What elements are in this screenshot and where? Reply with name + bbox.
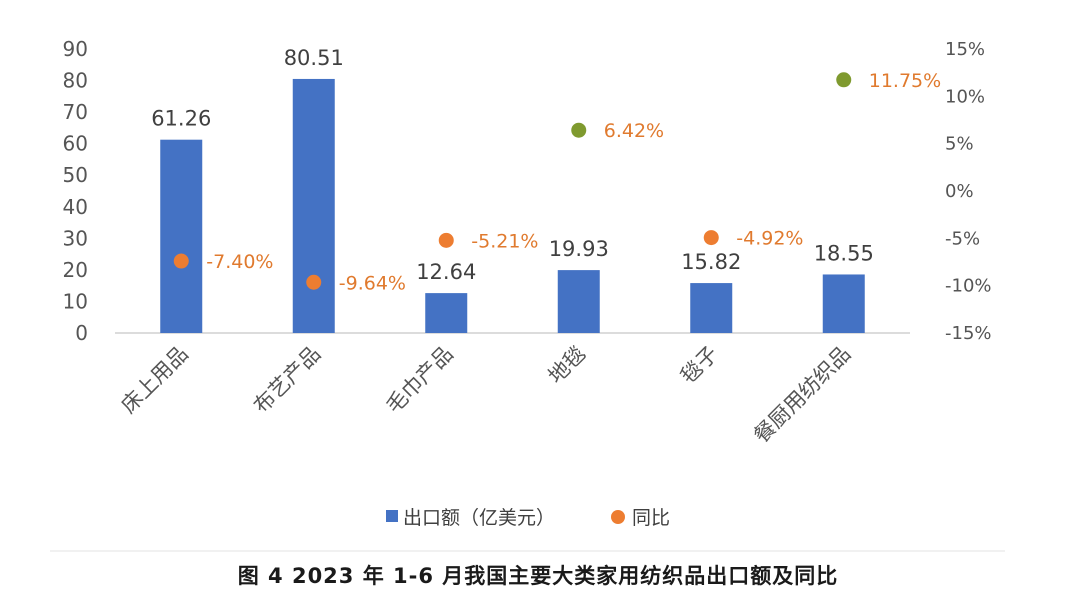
bar-value-label: 12.64 xyxy=(416,260,476,284)
bar-value-label: 61.26 xyxy=(151,107,211,131)
figure-caption: 图 4 2023 年 1-6 月我国主要大类家用纺织品出口额及同比 xyxy=(237,564,839,588)
y-right-tick-label: -15% xyxy=(945,323,992,344)
y-right-tick-label: 5% xyxy=(945,134,974,155)
bar-value-label: 15.82 xyxy=(681,250,741,274)
y-right-tick-label: 0% xyxy=(945,181,974,202)
x-category-label: 地毯 xyxy=(544,342,591,389)
y-left-tick-label: 90 xyxy=(63,37,88,61)
y-right-tick-label: -10% xyxy=(945,276,992,297)
y-left-tick-label: 40 xyxy=(63,195,88,219)
y-left-tick-label: 0 xyxy=(75,321,88,345)
legend-label-dot: 同比 xyxy=(632,507,670,529)
y-right-tick-label: 15% xyxy=(945,39,985,60)
yoy-value-label: 6.42% xyxy=(604,120,664,142)
yoy-point xyxy=(173,253,189,269)
x-category-label: 床上用品 xyxy=(116,342,192,418)
yoy-value-label: -5.21% xyxy=(471,230,538,252)
legend-swatch-dot xyxy=(611,510,625,524)
yoy-point xyxy=(571,122,587,138)
yoy-point xyxy=(438,232,454,248)
yoy-value-label: -9.64% xyxy=(339,272,406,294)
yoy-value-label: 11.75% xyxy=(869,70,941,92)
bar xyxy=(160,139,203,333)
bar-value-label: 19.93 xyxy=(549,237,609,261)
y-left-tick-label: 80 xyxy=(63,69,88,93)
y-right-tick-label: 10% xyxy=(945,86,985,107)
yoy-point xyxy=(306,274,322,290)
bar xyxy=(292,78,335,333)
x-category-label: 餐厨用纺织品 xyxy=(749,342,855,448)
bar-value-label: 18.55 xyxy=(814,241,874,265)
yoy-value-label: -7.40% xyxy=(206,251,273,273)
y-left-tick-label: 20 xyxy=(63,258,88,282)
bar xyxy=(822,274,865,333)
y-left-tick-label: 30 xyxy=(63,226,88,250)
legend-swatch-bar xyxy=(386,510,398,522)
y-left-tick-label: 70 xyxy=(63,100,88,124)
x-category-label: 毯子 xyxy=(676,342,723,389)
x-category-label: 毛巾产品 xyxy=(381,342,457,418)
yoy-point xyxy=(703,230,719,246)
bar xyxy=(690,283,733,333)
x-category-label: 布艺产品 xyxy=(249,342,325,418)
y-left-tick-label: 60 xyxy=(63,132,88,156)
y-right-tick-label: -5% xyxy=(945,228,980,249)
bar xyxy=(425,293,468,333)
yoy-point xyxy=(836,72,852,88)
combo-chart: 0 10 20 30 40 50 60 70 80 90 -15% -10% -5% 0% 5% 10% 15%… xyxy=(50,37,1005,552)
y-left-tick-label: 50 xyxy=(63,163,88,187)
y-left-tick-label: 10 xyxy=(63,289,88,313)
bar-value-label: 80.51 xyxy=(284,46,344,70)
yoy-value-label: -4.92% xyxy=(736,228,803,250)
bar xyxy=(557,270,600,333)
legend-label-bar: 出口额（亿美元） xyxy=(403,507,555,529)
